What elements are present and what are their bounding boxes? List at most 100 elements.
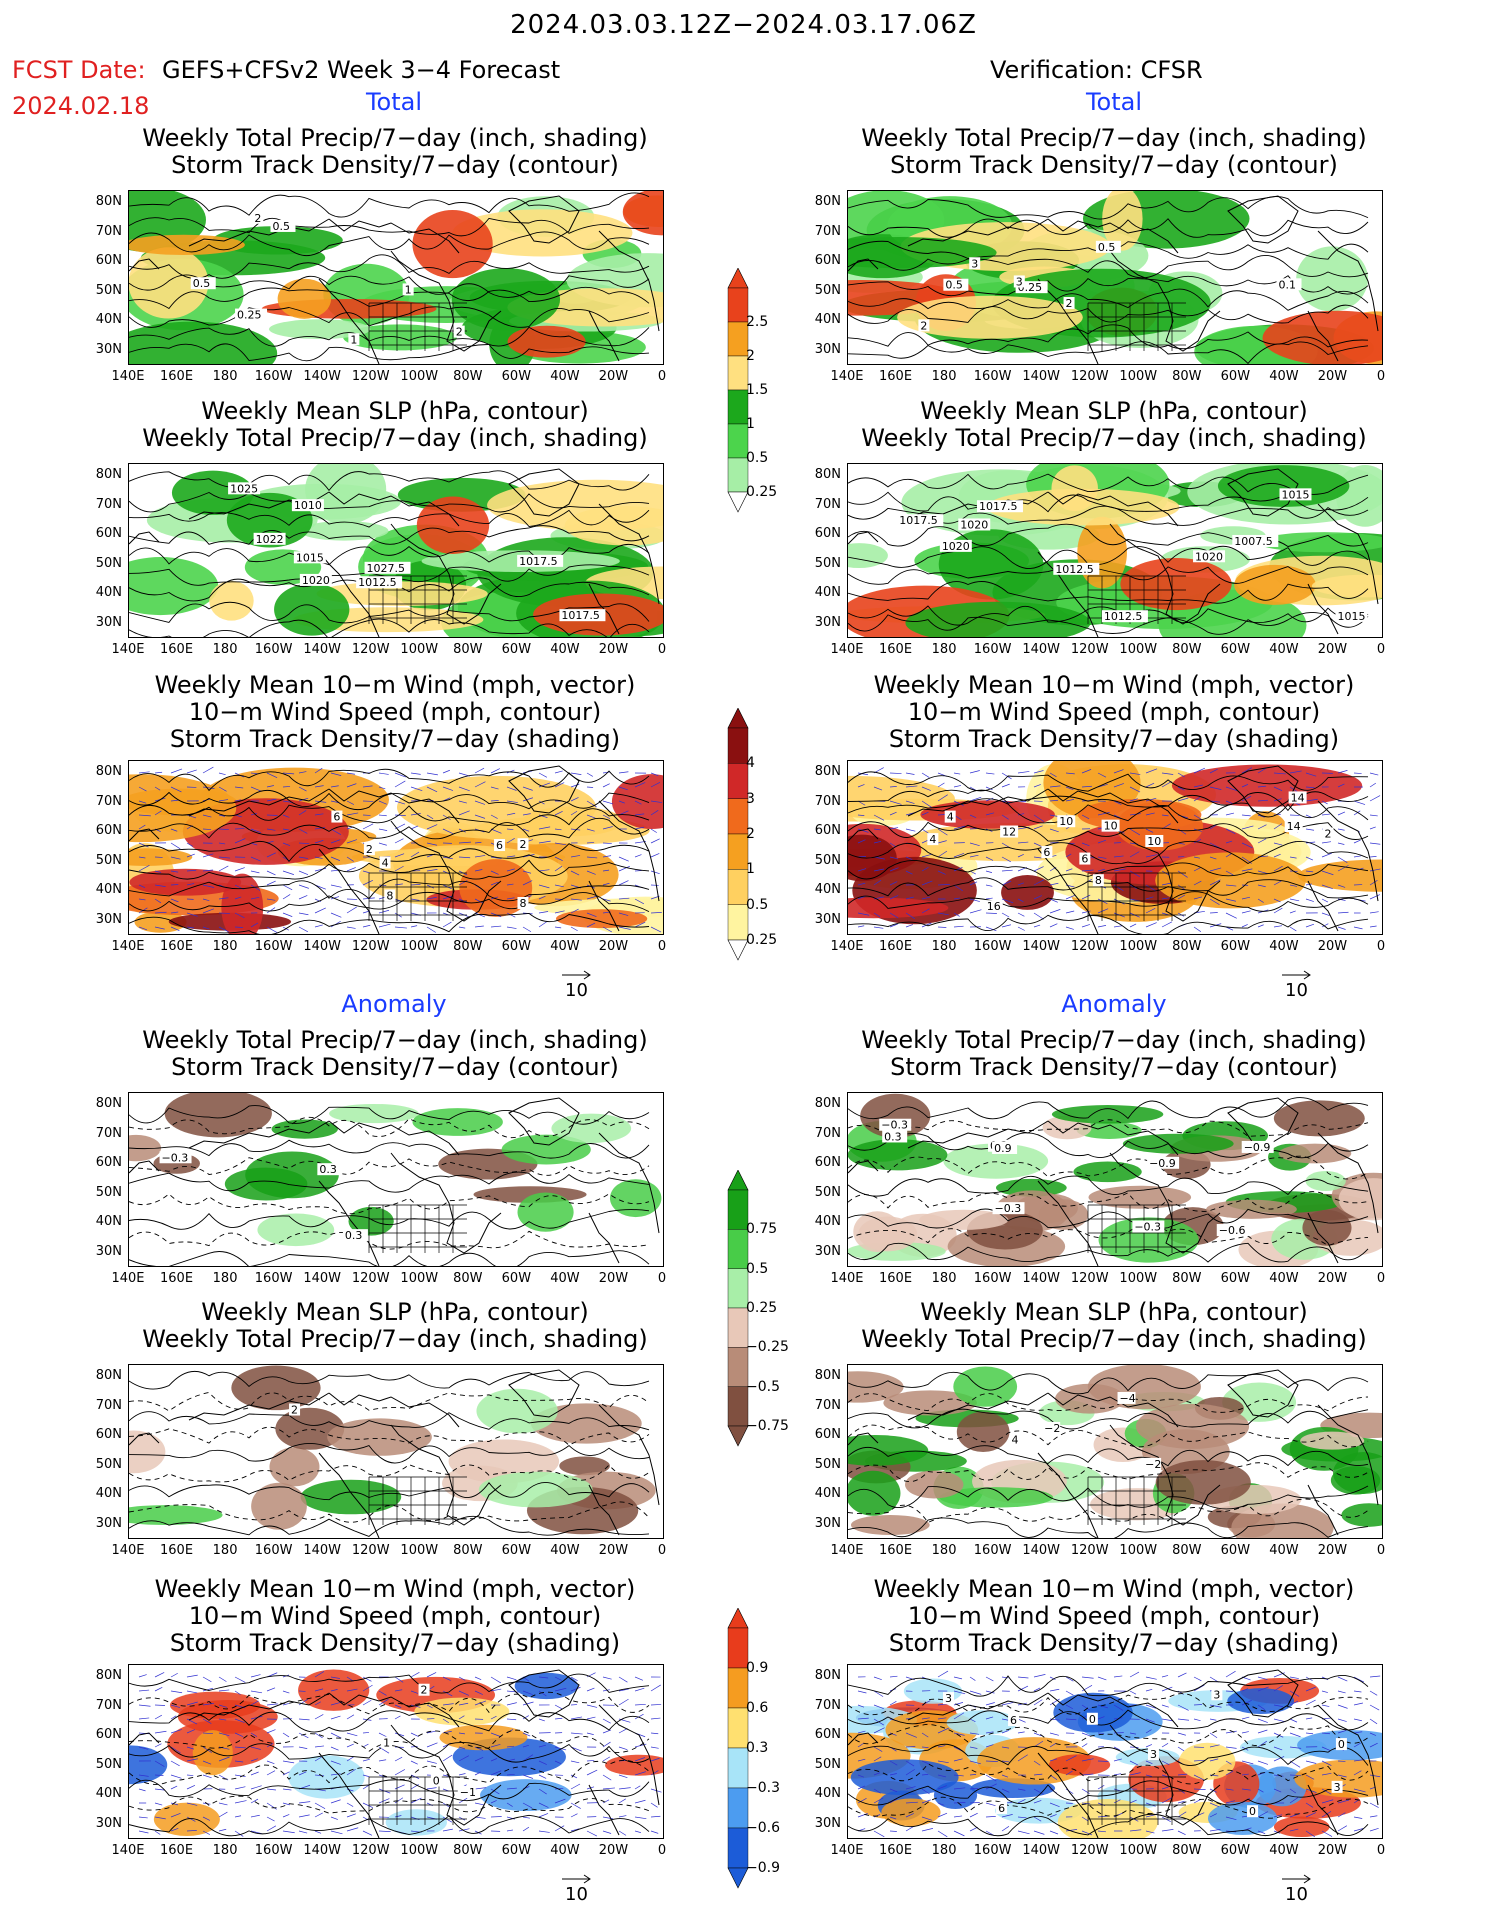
lon-label: 160E (160, 1543, 194, 1558)
lon-label: 140E (830, 1543, 864, 1558)
contour-label: 12 (1002, 826, 1016, 839)
lat-label: 70N (95, 496, 122, 512)
lon-label: 40W (1269, 1843, 1299, 1858)
lon-label: 120W (351, 939, 390, 954)
lon-label: 20W (1317, 642, 1348, 657)
map-panel: 0 3 3 0 6 3 6 3 0 (847, 1664, 1383, 1839)
map-plot: 20.25 0.10.50.5 332 (848, 191, 1382, 364)
lon-label: 140E (111, 939, 145, 954)
lon-label: 0 (1376, 1543, 1386, 1558)
lon-label: 100W (400, 369, 439, 384)
contour-label: 4 (382, 857, 389, 870)
lon-label: 60W (501, 642, 532, 657)
contour-label: 6 (496, 839, 503, 852)
map-plot: 1020 1015 1012.5 1020 1007.5 1012.5 1017.5 1015… (848, 464, 1382, 637)
lon-label: 120W (1070, 642, 1109, 657)
map-plot: −0.3 0.3 0.3 (129, 1093, 662, 1266)
lat-label: 50N (814, 555, 841, 571)
colorbar-label: 0.9 (746, 1660, 769, 1676)
contour-label: 1020 (302, 574, 330, 587)
contour-label: 1017.5 (899, 514, 938, 527)
fcst-date: 2024.02.18 (12, 92, 150, 120)
lat-label: 80N (95, 194, 122, 209)
verification-label: Verification: CFSR (990, 56, 1203, 84)
contour-label: 16 (987, 900, 1001, 913)
lon-label: 60W (501, 939, 532, 954)
lon-label: 120W (351, 369, 390, 384)
lon-label: 180 (212, 939, 238, 954)
colorbar-label: 2 (746, 348, 755, 364)
contour-label: 0.1 (1279, 278, 1297, 291)
contour-label: 2 (366, 843, 373, 856)
vector-scale-label: 10 (565, 1884, 588, 1905)
contour-label: 3 (1150, 1748, 1157, 1761)
lon-label: 20W (1317, 1271, 1348, 1286)
panel-title: Weekly Total Precip/7−day (inch, shading… (142, 1026, 648, 1054)
contour-label: 1007.5 (1234, 535, 1273, 548)
lat-label: 50N (814, 1756, 841, 1772)
lon-label: 160E (160, 642, 194, 657)
contour-label: 1015 (1281, 488, 1309, 501)
panel-title: 10−m Wind Speed (mph, contour) (188, 698, 602, 726)
contour-label: 6 (333, 811, 340, 824)
lat-label: 50N (95, 1184, 122, 1200)
lat-label: 60N (95, 526, 122, 541)
contour-label: −1 (460, 1786, 476, 1799)
lon-label: 0 (657, 1843, 667, 1858)
lon-label: 140W (1022, 642, 1060, 657)
lon-label: 20W (1317, 939, 1348, 954)
map-panel: 2 6 4 14 10 8 16 14 4 6 12 10 10 (847, 760, 1383, 935)
contour-label: 1012.5 (358, 576, 397, 589)
lon-label: 0 (1376, 1271, 1386, 1286)
section-total-right: Total (1085, 88, 1143, 116)
lat-label: 80N (814, 764, 841, 779)
lat-label: 80N (814, 1668, 841, 1683)
lon-label: 180 (931, 369, 957, 384)
lon-label: 140W (1022, 1543, 1060, 1558)
panel-title: Storm Track Density/7−day (shading) (888, 1629, 1340, 1657)
panel-title: Weekly Total Precip/7−day (inch, shading… (861, 1026, 1367, 1054)
colorbar (727, 268, 749, 513)
lon-label: 100W (400, 1271, 439, 1286)
lon-label: 140W (1022, 1843, 1060, 1858)
lat-label: 30N (95, 614, 122, 630)
vector-scale-label: 10 (565, 980, 588, 1001)
lat-label: 50N (95, 1756, 122, 1772)
contour-label: 6 (1010, 1714, 1017, 1727)
panel-title: Storm Track Density/7−day (shading) (169, 725, 621, 753)
lon-label: 0 (657, 1271, 667, 1286)
contour-label: −4 (1120, 1392, 1136, 1405)
contour-label: 1010 (294, 499, 322, 512)
lon-label: 60W (501, 1843, 532, 1858)
lon-label: 80W (1172, 1843, 1202, 1858)
colorbar-label: 0.5 (746, 1260, 769, 1277)
lon-label: 40W (550, 642, 580, 657)
panel-title: Storm Track Density/7−day (shading) (169, 1629, 621, 1657)
vector-scale-label: 10 (1285, 980, 1308, 1001)
map-plot: 2 (129, 1365, 660, 1538)
contour-label: 10 (1104, 820, 1118, 833)
lat-label: 40N (814, 585, 841, 600)
lon-label: 160W (254, 369, 293, 384)
contour-label: 2 (421, 1684, 428, 1697)
lat-label: 30N (95, 1515, 122, 1531)
lon-label: 140E (111, 1543, 145, 1558)
lat-label: 80N (95, 764, 122, 779)
lon-label: 100W (1119, 642, 1158, 657)
contour-label: 0.25 (237, 309, 262, 322)
lon-label: 160W (254, 1271, 293, 1286)
contour-label: 14 (1291, 791, 1305, 804)
lat-label: 70N (95, 1697, 122, 1713)
contour-label: 4 (947, 811, 954, 824)
lat-label: 40N (95, 882, 122, 897)
lat-label: 30N (814, 911, 841, 927)
lon-label: 100W (1119, 1543, 1158, 1558)
lon-label: 140E (111, 642, 145, 657)
lon-label: 40W (1269, 642, 1299, 657)
map-panel: 1020 1015 1012.5 1020 1007.5 1012.5 1017.5 1015… (847, 463, 1383, 638)
lon-label: 120W (351, 1543, 390, 1558)
lat-label: 70N (814, 1125, 841, 1141)
lon-label: 40W (550, 939, 580, 954)
panel-title: 10−m Wind Speed (mph, contour) (188, 1602, 602, 1630)
lon-label: 60W (1220, 369, 1251, 384)
